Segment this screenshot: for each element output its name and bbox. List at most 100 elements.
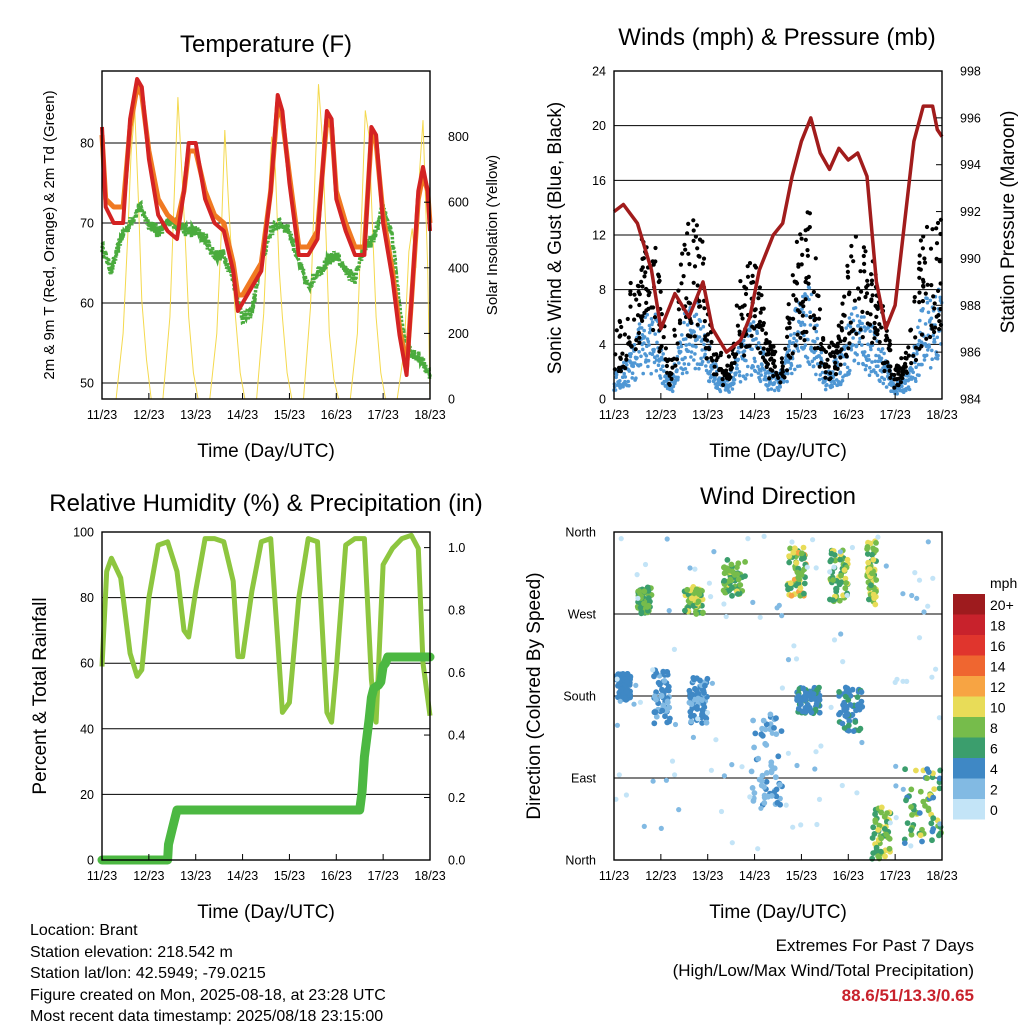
direction-dot xyxy=(873,540,879,546)
x-tick-label: 13/23 xyxy=(692,869,723,883)
relative-humidity-line xyxy=(99,532,433,725)
gust-dot xyxy=(632,317,637,322)
direction-dot xyxy=(873,577,880,583)
gust-dot xyxy=(934,314,939,319)
winds-ticks: 0 4 8 12 16 20 24 984 986 988 990 992 994 996 998 11/23… xyxy=(592,65,981,423)
sonic-wind-dot xyxy=(851,336,855,340)
direction-dot xyxy=(925,539,931,545)
direction-dot xyxy=(691,696,698,703)
direction-dot xyxy=(614,722,621,728)
direction-dot xyxy=(774,799,781,806)
gust-dot xyxy=(913,345,919,350)
gust-dot xyxy=(765,362,771,367)
sonic-wind-dot xyxy=(736,357,741,362)
gust-dot xyxy=(888,342,893,347)
direction-dot xyxy=(790,824,796,830)
direction-dot xyxy=(931,786,938,792)
direction-dot xyxy=(660,668,667,675)
sonic-wind-dot xyxy=(713,376,717,380)
direction-dot xyxy=(721,601,727,607)
direction-dot xyxy=(816,709,823,716)
gust-dot xyxy=(896,369,901,374)
x-tick-label: 11/23 xyxy=(87,408,117,422)
gust-dot xyxy=(795,332,800,337)
gust-dot xyxy=(709,355,714,361)
gust-dot xyxy=(767,376,772,381)
gust-dot xyxy=(659,344,664,349)
sonic-wind-dot xyxy=(928,366,933,370)
gust-dot xyxy=(937,259,942,264)
direction-dot xyxy=(812,766,818,772)
gust-dot xyxy=(877,339,882,345)
sonic-wind-dot xyxy=(930,348,934,353)
gust-dot xyxy=(678,262,684,267)
gust-dot xyxy=(771,344,776,349)
sonic-wind-dot xyxy=(641,347,645,352)
humidity-ytick-label: 100 xyxy=(73,526,94,540)
rain-ytick-label: 1.0 xyxy=(448,541,465,555)
gust-dot xyxy=(657,349,662,354)
direction-dot xyxy=(796,576,802,583)
direction-dot xyxy=(930,826,937,832)
direction-dot xyxy=(791,643,797,649)
sonic-wind-dot xyxy=(634,376,638,381)
x-tick-label: 17/23 xyxy=(880,869,911,883)
sonic-wind-dot xyxy=(907,387,912,392)
gust-dot xyxy=(811,313,817,318)
sonic-wind-dot xyxy=(646,358,651,363)
direction-dot xyxy=(739,764,745,770)
sonic-wind-dot xyxy=(670,389,675,394)
sonic-wind-dot xyxy=(708,369,712,374)
gust-dot xyxy=(802,338,807,343)
sonic-wind-dot xyxy=(642,328,646,333)
gust-dot xyxy=(785,334,790,339)
sonic-wind-dot xyxy=(763,374,767,379)
direction-dot xyxy=(856,727,862,734)
gust-dot xyxy=(921,234,926,239)
gust-dot xyxy=(922,260,928,265)
direction-dot xyxy=(872,601,879,608)
gust-dot xyxy=(644,300,649,305)
direction-dot xyxy=(706,580,713,586)
legend-swatch xyxy=(953,655,985,676)
gust-dot xyxy=(705,332,711,337)
direction-dot xyxy=(868,582,874,589)
direction-dot xyxy=(618,536,624,542)
direction-dot xyxy=(688,701,695,708)
direction-dot xyxy=(771,725,777,731)
gust-dot xyxy=(803,237,808,242)
sonic-wind-dot xyxy=(800,320,805,325)
direction-dot xyxy=(693,611,700,617)
gust-dot xyxy=(865,283,870,288)
gust-dot xyxy=(846,275,851,280)
direction-dot xyxy=(638,609,645,616)
gust-dot xyxy=(700,239,705,244)
direction-dot xyxy=(758,782,765,789)
sonic-wind-dot xyxy=(683,367,688,371)
gust-dot xyxy=(918,238,924,243)
gust-dot xyxy=(832,354,837,359)
gust-dot xyxy=(768,367,773,372)
sonic-wind-dot xyxy=(930,357,934,362)
gust-dot xyxy=(651,305,656,310)
gust-dot xyxy=(651,260,657,266)
gust-dot xyxy=(823,349,829,354)
gust-dot xyxy=(687,262,692,267)
sonic-wind-dot xyxy=(698,327,703,331)
sonic-wind-dot xyxy=(790,371,794,376)
direction-dot xyxy=(772,774,779,781)
direction-dot xyxy=(849,544,856,551)
gust-dot xyxy=(932,329,937,335)
gust-dot xyxy=(838,339,843,344)
direction-dot xyxy=(810,537,816,543)
gust-dot xyxy=(791,316,796,321)
gust-dot xyxy=(743,291,749,297)
sonic-wind-dot xyxy=(769,387,774,391)
direction-dot xyxy=(798,822,804,828)
gust-dot xyxy=(892,385,897,390)
gust-dot xyxy=(823,364,828,369)
direction-dot xyxy=(909,592,915,599)
gust-dot xyxy=(862,269,867,274)
direction-dot xyxy=(795,580,802,587)
direction-dot xyxy=(734,564,740,571)
